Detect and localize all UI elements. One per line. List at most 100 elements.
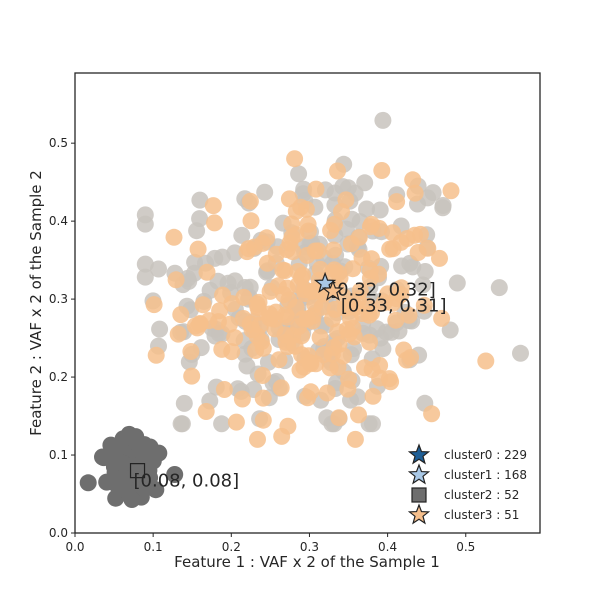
data-point [374, 111, 392, 129]
data-point [330, 409, 348, 427]
data-point [213, 415, 231, 433]
data-point [240, 240, 257, 258]
data-point [242, 212, 260, 230]
data-point [241, 192, 259, 210]
y-tick-label: 0.0 [49, 526, 68, 540]
data-point [165, 228, 183, 246]
data-point [188, 222, 206, 240]
data-point [254, 367, 272, 384]
data-point [175, 394, 193, 412]
data-point [414, 276, 432, 294]
data-point [144, 452, 162, 470]
data-point [147, 346, 165, 364]
legend-entry: cluster3 : 51 [444, 508, 519, 522]
data-point [136, 268, 154, 286]
data-point [213, 340, 231, 358]
x-axis-label: Feature 1 : VAF x 2 of the Sample 1 [174, 553, 440, 571]
data-point [323, 264, 341, 282]
data-point [114, 454, 132, 472]
data-point [79, 474, 97, 492]
data-point [198, 263, 216, 281]
legend-entry: cluster1 : 168 [444, 468, 527, 482]
data-point [361, 333, 378, 351]
data-point [490, 279, 508, 297]
data-point [364, 415, 381, 433]
legend-marker [407, 443, 431, 465]
data-point [169, 325, 187, 343]
data-point [261, 282, 279, 300]
data-point [276, 326, 294, 344]
data-point [345, 328, 363, 346]
y-axis-label: Feature 2 : VAF x 2 of the Sample 2 [27, 170, 45, 436]
data-point [249, 430, 266, 448]
data-point [379, 285, 397, 303]
legend-marker [407, 503, 431, 525]
data-point [191, 191, 209, 209]
data-point [363, 304, 380, 322]
data-point [280, 291, 298, 309]
data-point [167, 271, 185, 289]
cluster-centers: [0.32, 0.32][0.33, 0.31] [0.08, 0.08] [129, 271, 447, 492]
x-tick-label: 0.2 [222, 540, 241, 554]
data-point [172, 306, 190, 324]
data-point [235, 288, 253, 306]
center-label: [0.08, 0.08] [134, 471, 240, 492]
data-point [272, 379, 290, 397]
data-point [166, 466, 184, 483]
data-point [287, 202, 305, 220]
data-point [136, 255, 154, 273]
y-tick-label: 0.2 [49, 370, 68, 384]
legend-entry: cluster0 : 229 [444, 448, 527, 462]
data-point [270, 351, 288, 369]
data-point [307, 180, 325, 198]
data-point [197, 403, 215, 420]
data-point [358, 200, 376, 218]
data-point [227, 413, 245, 431]
data-point [361, 218, 379, 236]
data-point [274, 261, 292, 279]
y-tick-label: 0.5 [49, 136, 68, 150]
data-point [215, 381, 233, 398]
y-tick-label: 0.1 [49, 448, 68, 462]
data-point [294, 185, 312, 203]
x-tick-label: 0.1 [144, 540, 163, 554]
data-point [151, 320, 169, 338]
data-point [419, 239, 437, 257]
data-point [258, 254, 276, 272]
data-point [322, 222, 340, 239]
data-point [254, 389, 272, 407]
data-point [342, 235, 360, 253]
data-point [189, 240, 207, 258]
data-point [393, 257, 411, 275]
data-point [303, 282, 321, 300]
y-tick-label: 0.4 [49, 214, 68, 228]
data-point [351, 282, 369, 300]
data-point [206, 214, 223, 232]
data-point [402, 349, 420, 366]
data-point [334, 178, 352, 196]
data-point [211, 302, 229, 320]
data-point [370, 265, 387, 283]
legend-entry: cluster2 : 52 [444, 488, 519, 502]
center-label: [0.32, 0.32] [330, 280, 436, 301]
data-point [371, 201, 389, 219]
data-point [302, 383, 320, 401]
data-point [294, 310, 312, 328]
data-point [150, 260, 167, 278]
x-tick-label: 0.4 [378, 540, 397, 554]
data-point [233, 226, 251, 244]
data-point [136, 215, 154, 233]
data-point [286, 150, 304, 168]
data-point [183, 367, 201, 385]
data-point [356, 359, 373, 377]
legend-marker [407, 463, 431, 485]
data-point [299, 215, 317, 233]
data-point [243, 321, 261, 339]
data-point [206, 327, 224, 345]
data-point [329, 162, 346, 180]
data-point [423, 405, 441, 423]
data-point [477, 352, 495, 370]
data-point [353, 249, 371, 267]
axis-ticks: 0.0 0.1 0.2 0.3 0.4 0.5 0.0 0.1 0.2 0.3 0.4 0.5 [49, 136, 475, 554]
